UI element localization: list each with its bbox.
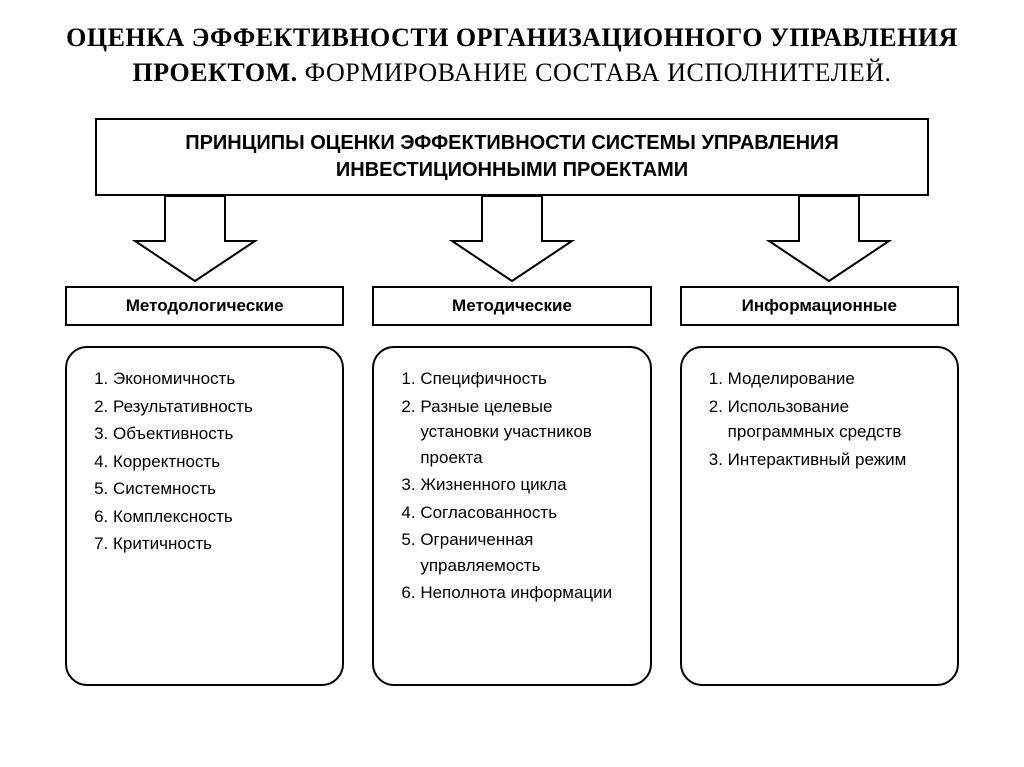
item-list: Экономичность Результативность Объективн…	[95, 366, 324, 557]
column-header: Методические	[372, 286, 651, 326]
arrow-down-icon	[437, 196, 587, 286]
item-list: Моделирование Использование программных …	[710, 366, 939, 472]
columns-container: Методологические Экономичность Результат…	[30, 286, 994, 686]
list-item: Корректность	[113, 449, 324, 475]
list-item: Критичность	[113, 531, 324, 557]
list-item: Согласованность	[420, 500, 631, 526]
list-item: Специфичность	[420, 366, 631, 392]
column-header: Методологические	[65, 286, 344, 326]
title-plain: ФОРМИРОВАНИЕ СОСТАВА ИСПОЛНИТЕЛЕЙ.	[298, 58, 892, 87]
column-header: Информационные	[680, 286, 959, 326]
list-item: Использование программных средств	[728, 394, 939, 445]
list-item: Жизненного цикла	[420, 472, 631, 498]
list-item: Моделирование	[728, 366, 939, 392]
list-item: Комплексность	[113, 504, 324, 530]
list-item: Объективность	[113, 421, 324, 447]
column-body: Моделирование Использование программных …	[680, 346, 959, 686]
column-body: Экономичность Результативность Объективн…	[65, 346, 344, 686]
list-item: Системность	[113, 476, 324, 502]
list-item: Экономичность	[113, 366, 324, 392]
column-methodical: Методические Специфичность Разные целевы…	[372, 286, 651, 686]
item-list: Специфичность Разные целевые установки у…	[402, 366, 631, 606]
list-item: Разные целевые установки участников прое…	[420, 394, 631, 471]
principles-box: ПРИНЦИПЫ ОЦЕНКИ ЭФФЕКТИВНОСТИ СИСТЕМЫ УП…	[95, 118, 929, 196]
arrows-row	[30, 196, 994, 286]
column-informational: Информационные Моделирование Использован…	[680, 286, 959, 686]
list-item: Неполнота информации	[420, 580, 631, 606]
list-item: Результативность	[113, 394, 324, 420]
arrow-down-icon	[754, 196, 904, 286]
column-body: Специфичность Разные целевые установки у…	[372, 346, 651, 686]
list-item: Интерактивный режим	[728, 447, 939, 473]
page-title: ОЦЕНКА ЭФФЕКТИВНОСТИ ОРГАНИЗАЦИОННОГО УП…	[30, 20, 994, 90]
arrow-down-icon	[120, 196, 270, 286]
column-methodological: Методологические Экономичность Результат…	[65, 286, 344, 686]
list-item: Ограниченная управляемость	[420, 527, 631, 578]
